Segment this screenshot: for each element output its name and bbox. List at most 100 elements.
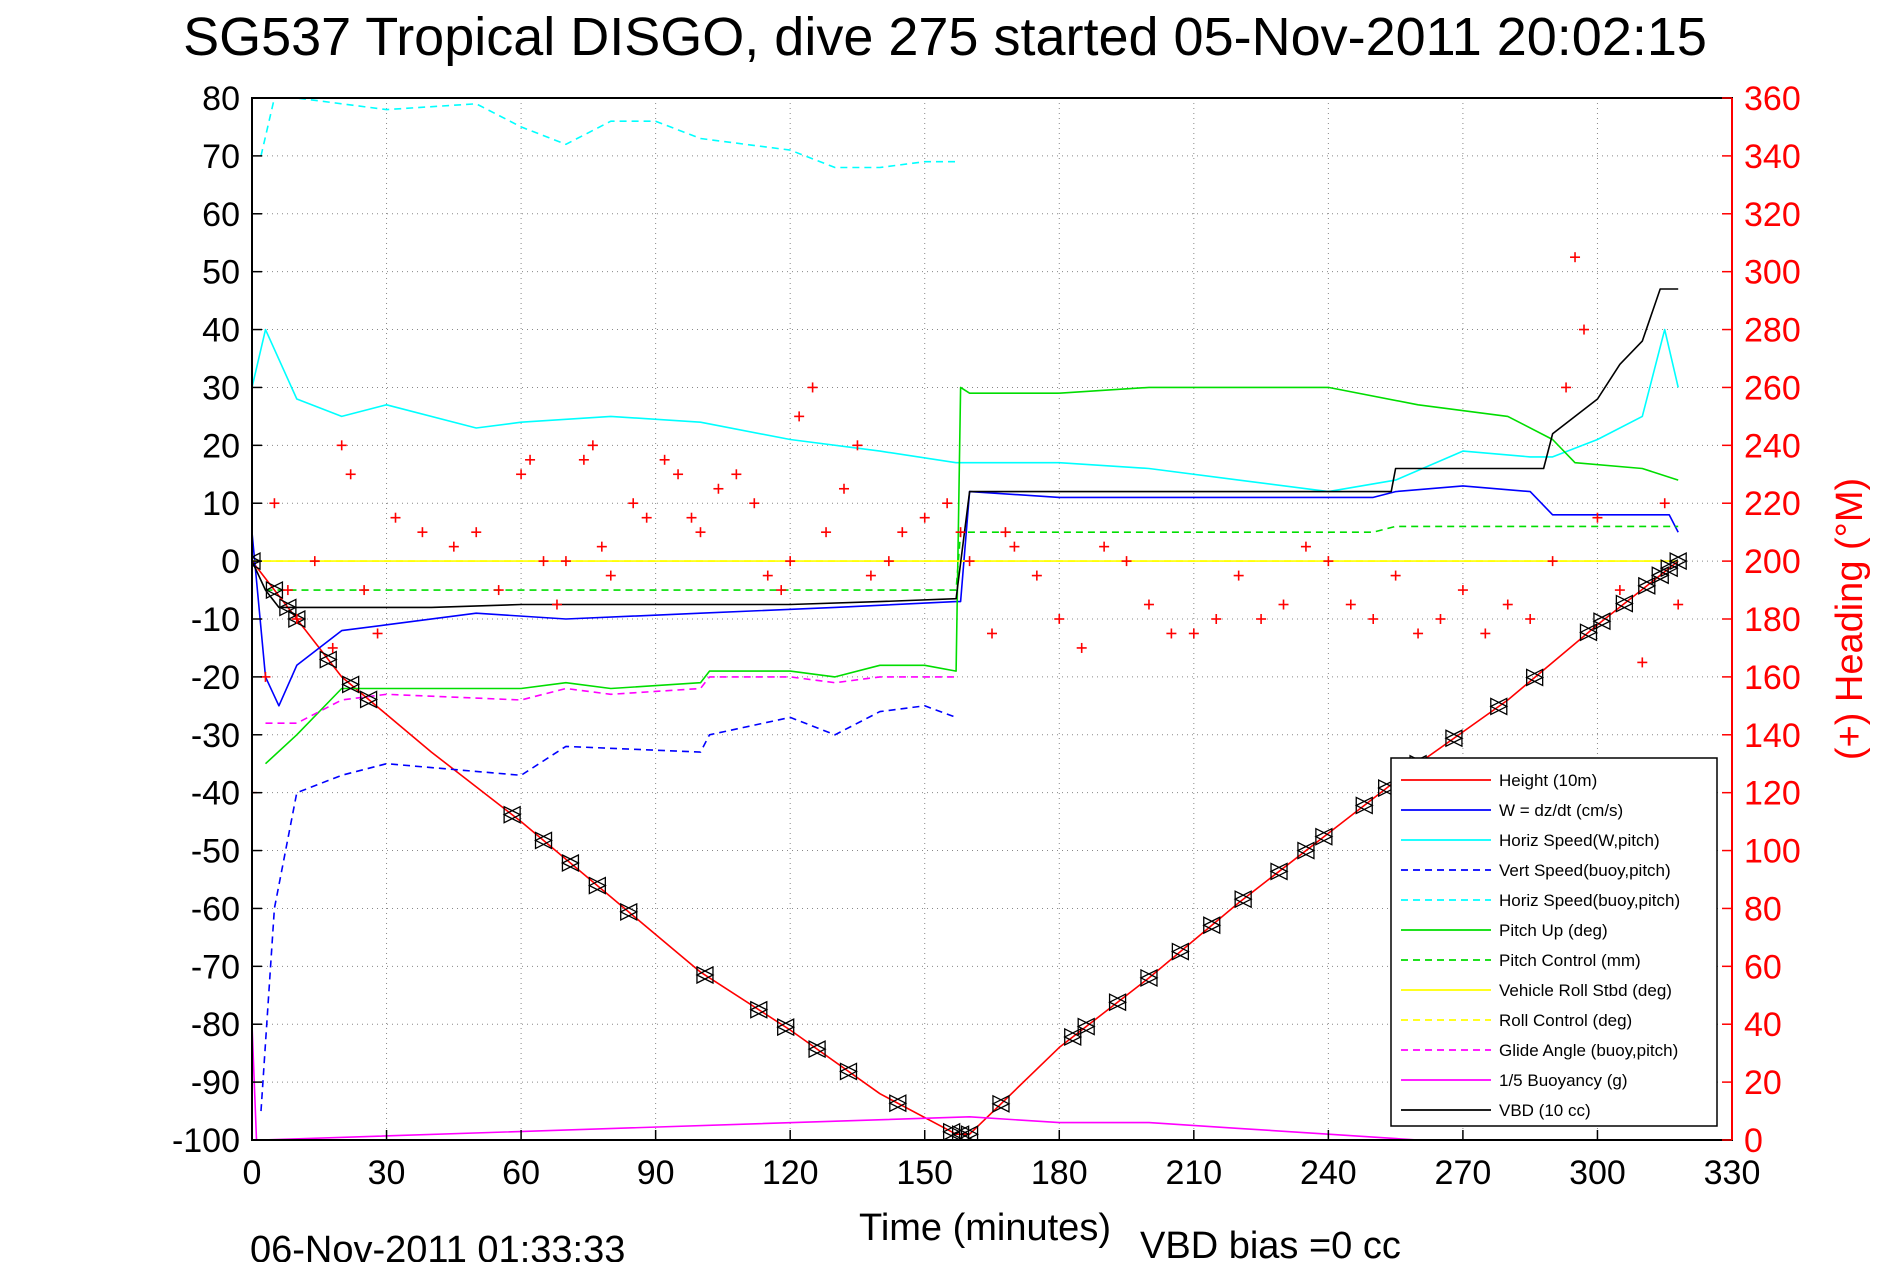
y-right-tick-label: 360 [1744,80,1801,118]
heading-point [516,469,527,480]
height-marker [942,1122,962,1140]
height-marker [1525,668,1545,687]
footer-vbd-bias: VBD bias =0 cc [1140,1225,1401,1262]
x-tick-label: 180 [1031,1154,1088,1192]
heading-point [1000,527,1011,538]
heading-point [372,628,383,639]
marker-left-triangle [695,965,714,985]
legend: Height (10m) W = dz/dt (cm/s) Horiz Speed(… [1390,757,1718,1127]
heading-point [1614,585,1625,596]
heading-point [345,469,356,480]
height-marker [1233,890,1253,909]
marker-left-triangle [1659,559,1678,578]
heading-point [260,671,271,682]
marker-left-triangle [1269,862,1288,881]
height-marker [951,1125,971,1140]
height-marker [318,650,338,669]
height-marker [1668,552,1688,571]
heading-point [1457,585,1468,596]
heading-point [883,556,894,567]
marker-left-triangle [1296,841,1315,860]
y-left-tick-label: -100 [172,1122,240,1160]
x-tick-label: 30 [368,1154,406,1192]
heading-point [695,527,706,538]
height-marker [1579,623,1598,642]
y-right-tick-label: 80 [1744,890,1782,928]
marker-left-triangle [619,902,638,921]
height-marker [1659,559,1679,578]
height-marker [1592,612,1612,631]
heading-point [1413,628,1424,639]
heading-point [776,585,787,596]
x-tick-label: 330 [1704,1154,1761,1192]
heading-point [987,628,997,639]
heading-point [1345,599,1356,610]
height-marker [1139,968,1159,987]
x-tick-label: 90 [637,1154,675,1192]
y-left-tick-label: -30 [191,717,240,755]
heading-point [1211,614,1222,624]
y-right-tick-label: 240 [1744,427,1801,465]
heading-point [749,498,760,509]
marker-left-triangle [341,675,360,694]
heading-point [807,382,818,393]
heading-point [1368,614,1379,624]
marker-left-triangle [888,1094,907,1113]
legend-label: Vert Speed(buoy,pitch) [1499,861,1671,880]
heading-point [1054,614,1065,624]
heading-point [1579,324,1589,335]
marker-left-triangle [1489,697,1508,716]
height-marker [1269,862,1289,881]
legend-label: Roll Control (deg) [1499,1011,1632,1030]
y-right-tick-label: 300 [1744,254,1801,292]
heading-point [852,440,863,451]
height-marker [1296,841,1316,860]
heading-point [605,570,616,581]
heading-point [865,570,876,581]
height-marker-layer [252,552,1688,1140]
heading-point [1099,541,1110,552]
marker-left-triangle [807,1040,826,1059]
y-right-tick-label: 200 [1744,543,1801,581]
heading-point [1561,382,1572,393]
heading-point [336,440,347,451]
heading-point [1121,556,1132,567]
heading-point [1592,512,1603,523]
series-line [252,1024,1598,1140]
height-marker [587,876,607,895]
marker-left-triangle [359,690,378,709]
heading-point [309,556,320,567]
height-marker [619,902,639,921]
heading-point [955,527,966,538]
marker-left-triangle [587,876,606,895]
series-line [260,704,957,1112]
y-right-tick-label: 320 [1744,196,1801,234]
marker-left-triangle [534,831,553,850]
marker-left-triangle [1592,612,1611,631]
series-line [264,386,1679,765]
y-left-tick-label: 30 [202,369,240,407]
heading-point [471,527,482,538]
heading-point [1166,628,1177,639]
x-tick-label: 270 [1435,1154,1492,1192]
heading-point [1188,628,1199,639]
heading-point [578,454,589,465]
y-left-tick-label: -80 [191,1006,240,1044]
height-marker [278,598,298,617]
height-marker [1170,942,1190,961]
marker-left-triangle [1233,890,1252,909]
heading-point [964,556,975,567]
heading-point [628,498,639,509]
y-left-tick-label: -90 [191,1064,240,1102]
y-right-tick-label: 100 [1744,833,1801,871]
marker-left-triangle [1076,1017,1095,1036]
heading-point [1480,628,1491,639]
legend-box [1390,757,1718,1127]
heading-point [731,469,742,480]
legend-label: Pitch Control (mm) [1499,951,1641,970]
heading-point [1570,252,1581,263]
heading-point [794,411,805,422]
marker-left-triangle [1139,968,1158,987]
heading-point [525,454,536,465]
marker-left-triangle [839,1062,858,1081]
